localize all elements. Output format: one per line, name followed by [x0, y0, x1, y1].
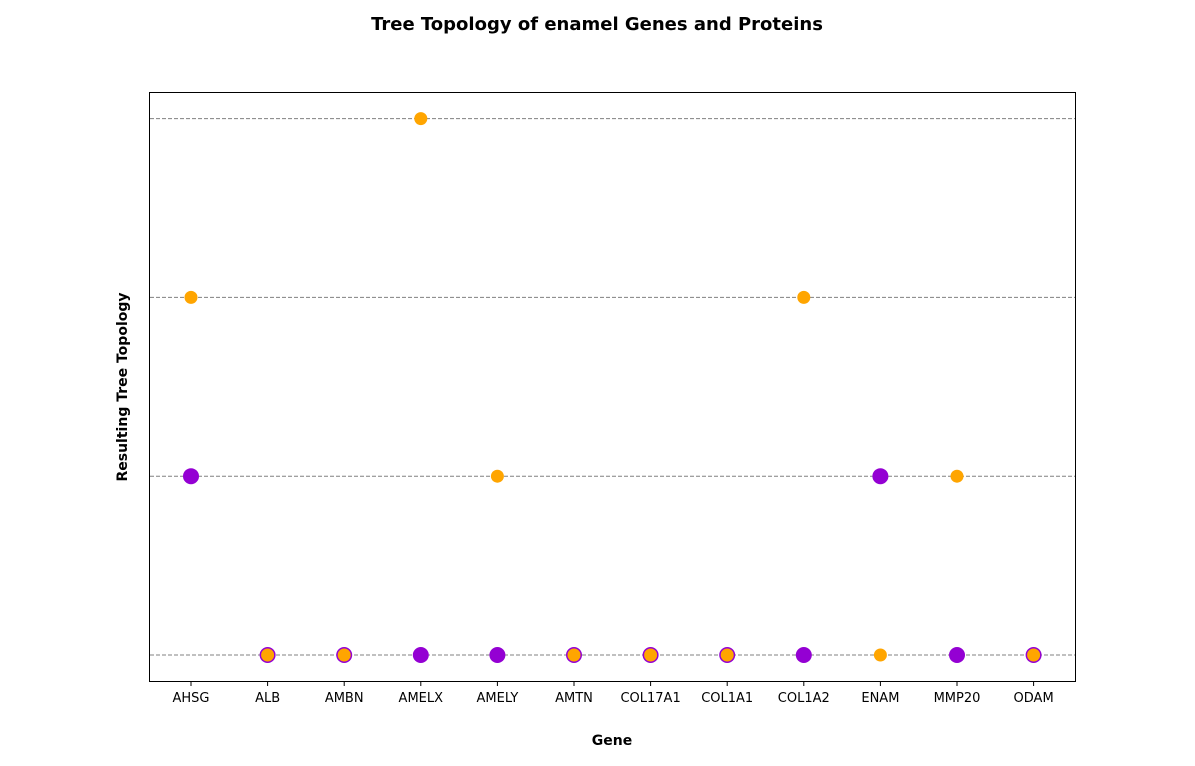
data-point-col1a2 — [797, 290, 811, 304]
x-tick-label: AMTN — [555, 691, 593, 706]
plot-frame — [149, 92, 1076, 682]
x-tick-label: ALB — [255, 691, 280, 706]
series-purple — [183, 468, 1042, 663]
x-tick-label: COL1A1 — [701, 691, 753, 706]
x-tick-label: AMELX — [399, 691, 444, 706]
data-point-ahsg — [184, 290, 198, 304]
series-orange — [184, 112, 1041, 662]
data-point-col1a2 — [795, 647, 812, 663]
data-point-amely — [490, 469, 504, 483]
y-axis-label: Resulting Tree Topology — [115, 292, 131, 481]
x-tick-label: COL1A2 — [778, 691, 830, 706]
data-point-amtn — [567, 648, 581, 662]
x-tick-label: ENAM — [861, 691, 899, 706]
x-tick-label: COL17A1 — [620, 691, 680, 706]
x-axis-label: Gene — [592, 733, 632, 749]
x-tick-label: AMBN — [325, 691, 364, 706]
data-point-alb — [261, 648, 275, 662]
x-ticks: AHSG ALB AMBN AMELX AMELY AMTN COL17A1 COL1A1 CO… — [173, 682, 1054, 706]
data-point-enam — [873, 648, 887, 662]
data-point-mmp20 — [950, 469, 964, 483]
data-point-amelx — [414, 112, 428, 126]
data-point-ahsg — [183, 468, 199, 485]
x-tick-label: ODAM — [1014, 691, 1054, 706]
data-point-enam — [872, 468, 889, 485]
x-tick-label: AHSG — [173, 691, 210, 706]
data-point-col17a1 — [644, 648, 658, 662]
data-point-amelx — [412, 647, 429, 663]
grid — [150, 118, 1075, 656]
data-point-ambn — [337, 648, 351, 662]
x-tick-label: AMELY — [477, 691, 519, 706]
data-point-col1a1 — [720, 648, 734, 662]
chart-title: Tree Topology of enamel Genes and Protei… — [371, 14, 823, 35]
data-point-amely — [489, 647, 506, 663]
data-point-mmp20 — [949, 647, 965, 663]
data-point-odam — [1027, 648, 1041, 662]
x-tick-label: MMP20 — [934, 691, 981, 706]
